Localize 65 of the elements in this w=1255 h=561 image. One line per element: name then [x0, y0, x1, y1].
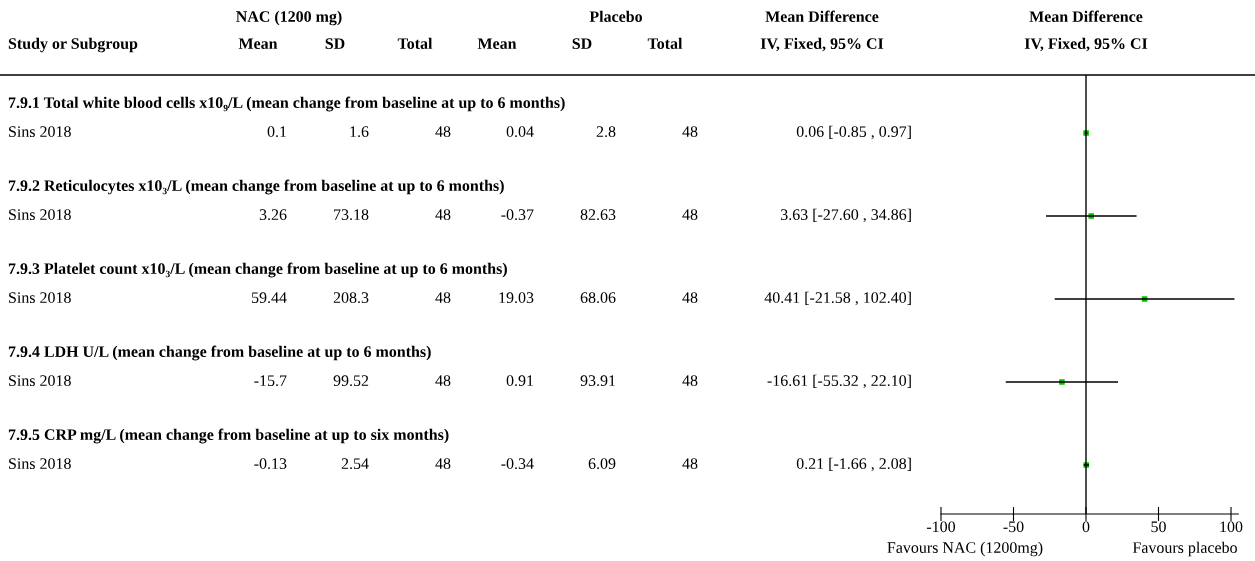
text: Mean [477, 38, 517, 49]
text: Favours placebo [1132, 541, 1237, 557]
text: SD [325, 38, 345, 49]
text: -0.37 [501, 209, 534, 221]
text: -15.7 [254, 375, 287, 387]
data-label: 3.63 [-27.60 , 34.86] [781, 208, 911, 223]
text: 7.9.3 Platelet count x10₃/L (mean change from baseline at up to 6 months) [8, 262, 507, 278]
text: Sins 2018 [9, 209, 71, 220]
text: 93.91 [580, 375, 616, 387]
data-label: -16.61 [-55.32 , 22.10] [767, 374, 911, 389]
text: 0.91 [506, 375, 534, 387]
text: 0.1 [267, 126, 287, 138]
text: Sins 2018 [9, 292, 71, 303]
text: 48 [435, 375, 451, 386]
text: 208.3 [333, 292, 369, 304]
text: 0.04 [506, 126, 534, 138]
x-tick-label: 50 [1151, 521, 1166, 533]
text: 1.6 [350, 126, 369, 138]
x-tick-label: 100 [1220, 521, 1243, 533]
text: Placebo [589, 10, 643, 22]
text: 82.63 [580, 209, 616, 221]
data-label: 40.41 [-21.58 , 102.40] [764, 291, 911, 306]
text: Mean [238, 38, 278, 49]
text: 3.26 [259, 209, 287, 221]
text: 59.44 [251, 292, 287, 304]
text: Sins 2018 [9, 458, 71, 469]
text: 2.8 [596, 126, 616, 138]
x-tick-label: -100 [926, 521, 956, 533]
text: 68.06 [580, 292, 616, 304]
text: Sins 2018 [9, 126, 71, 137]
text: 48 [682, 292, 698, 303]
text: 48 [682, 126, 698, 137]
text: IV, Fixed, 95% CI [1024, 37, 1148, 52]
text: 73.18 [334, 209, 369, 221]
text: 48 [682, 375, 698, 386]
text: Total [397, 37, 433, 49]
x-tick-label: 0 [1082, 521, 1090, 533]
text: 48 [435, 209, 451, 220]
text: NAC (1200 mg) [236, 10, 342, 26]
text: 48 [435, 126, 451, 137]
x-tick-label: -50 [1003, 521, 1024, 533]
text: Total [647, 37, 683, 49]
text: Mean Difference [1029, 10, 1143, 22]
text: 2.54 [341, 458, 369, 470]
text: 99.52 [333, 375, 369, 387]
text: 19.03 [499, 292, 534, 304]
text: Mean Difference [765, 10, 879, 22]
text: 6.09 [588, 458, 616, 470]
data-label: 0.06 [-0.85 , 0.97] [796, 125, 911, 140]
text: 7.9.2 Reticulocytes x10₃/L (mean change from baseline at up to 6 months) [8, 179, 504, 195]
text: 48 [682, 458, 698, 469]
text: 48 [435, 292, 451, 303]
text: -0.34 [501, 458, 534, 470]
text: SD [572, 38, 592, 49]
text: Study or Subgroup [8, 37, 138, 53]
data-label: 0.21 [-1.66 , 2.08] [796, 457, 911, 472]
text: Sins 2018 [9, 375, 71, 386]
text: IV, Fixed, 95% CI [760, 37, 884, 52]
text: 7.9.5 CRP mg/L (mean change from baseline at up to six months) [8, 428, 449, 444]
text: -0.13 [254, 458, 287, 470]
text: 48 [435, 458, 451, 469]
text: 7.9.4 LDH U/L (mean change from baseline at up to 6 months) [8, 345, 431, 361]
text: 48 [682, 209, 698, 220]
text: Favours NAC (1200mg) [887, 541, 1043, 557]
text: 7.9.1 Total white blood cells x10₉/L (mean change from baseline at up to 6 months) [8, 96, 565, 112]
